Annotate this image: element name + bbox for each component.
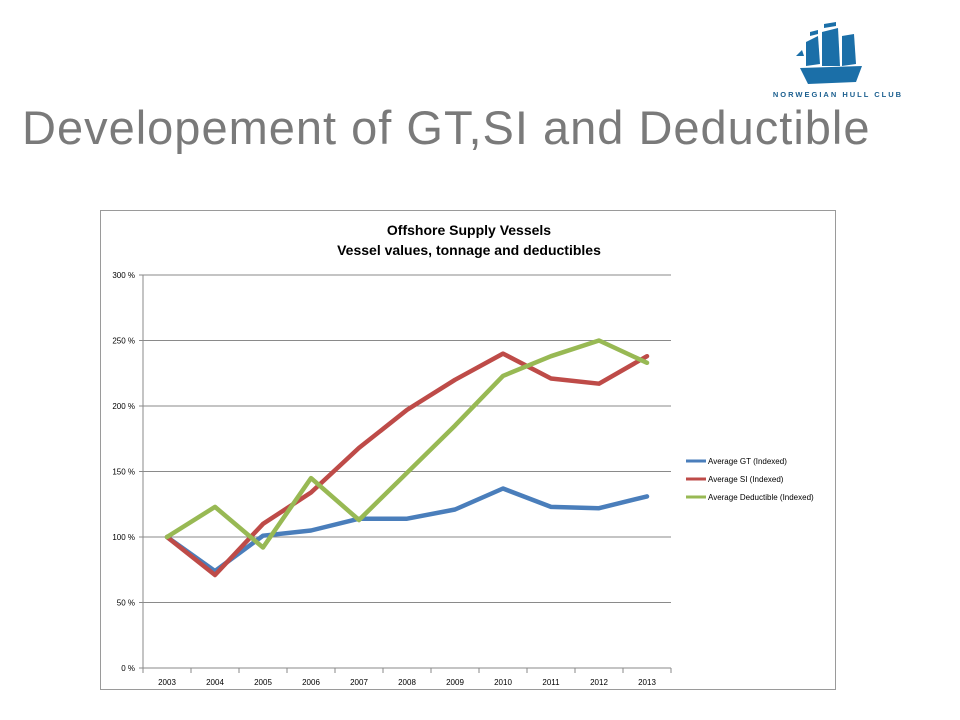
x-tick-label: 2007	[350, 678, 368, 687]
x-tick-label: 2008	[398, 678, 416, 687]
company-logo: NORWEGIAN HULL CLUB	[748, 22, 948, 104]
series-line-2	[164, 351, 650, 578]
legend-label: Average Deductible (Indexed)	[708, 493, 814, 502]
chart-frame: Offshore Supply Vessels Vessel values, t…	[100, 210, 836, 690]
legend-label: Average GT (Indexed)	[708, 457, 787, 466]
x-tick-label: 2013	[638, 678, 656, 687]
x-tick-label: 2009	[446, 678, 464, 687]
y-tick-label: 100 %	[112, 533, 135, 542]
y-tick-label: 0 %	[121, 664, 135, 673]
y-tick-label: 50 %	[117, 599, 135, 608]
x-tick-label: 2010	[494, 678, 512, 687]
y-tick-label: 250 %	[112, 337, 135, 346]
series-line-1	[164, 486, 650, 574]
x-tick-label: 2011	[542, 678, 560, 687]
y-tick-label: 150 %	[112, 468, 135, 477]
x-axis: 2003 2004 2005 2006 2007 2008 2009 2010 2011 2012…	[142, 668, 672, 687]
logo-text: NORWEGIAN HULL CLUB	[772, 90, 904, 99]
ship-icon	[796, 22, 862, 84]
y-tick-label: 200 %	[112, 402, 135, 411]
chart-grid	[143, 274, 671, 669]
x-tick-label: 2003	[158, 678, 176, 687]
x-tick-label: 2005	[254, 678, 272, 687]
x-tick-label: 2004	[206, 678, 224, 687]
chart-canvas: Offshore Supply Vessels Vessel values, t…	[112, 222, 814, 687]
slide-title: Developement of GT,SI and Deductible	[22, 101, 871, 154]
series-line-3	[164, 338, 650, 550]
chart-legend: Average GT (Indexed) Average SI (Indexed)…	[686, 457, 814, 502]
chart-series	[164, 338, 650, 578]
y-axis: 0 % 50 % 100 % 150 % 200 % 250 % 300 %	[112, 271, 144, 673]
x-tick-label: 2012	[590, 678, 608, 687]
x-tick-label: 2006	[302, 678, 320, 687]
legend-label: Average SI (Indexed)	[708, 475, 784, 484]
chart-title: Offshore Supply Vessels	[387, 222, 551, 238]
y-tick-label: 300 %	[112, 271, 135, 280]
chart-subtitle: Vessel values, tonnage and deductibles	[337, 242, 601, 258]
